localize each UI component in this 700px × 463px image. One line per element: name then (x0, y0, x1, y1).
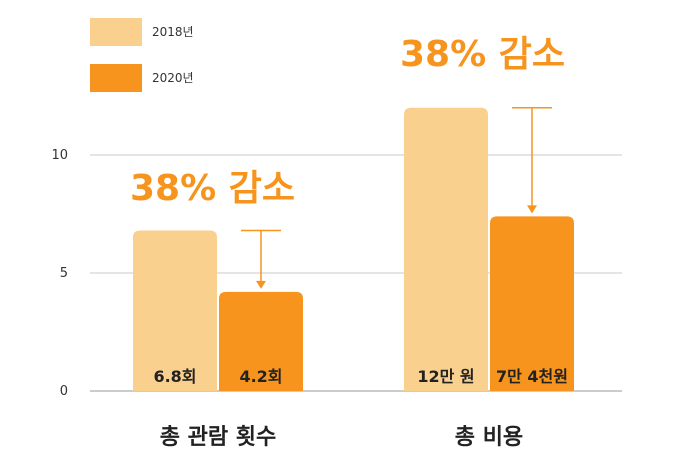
legend-swatch-2020년 (90, 64, 142, 92)
bar-2020년-총 비용 (490, 216, 574, 391)
category-label-총 관람 횟수: 총 관람 횟수 (160, 425, 277, 450)
category-label-총 비용: 총 비용 (455, 425, 523, 450)
decrease-annotation-총 비용: 38% 감소 (400, 34, 565, 75)
decrease-annotation-총 관람 횟수: 38% 감소 (130, 168, 295, 209)
y-tick-label-5: 5 (60, 266, 68, 281)
bar-2018년-총 관람 횟수 (133, 230, 217, 391)
y-tick-label-10: 10 (51, 148, 68, 163)
bar-value-label-2018년-총 비용: 12만 원 (417, 367, 474, 386)
bar-2020년-총 관람 횟수 (219, 291, 303, 391)
y-tick-label-0: 0 (60, 384, 68, 399)
bar-value-label-2020년-총 관람 횟수: 4.2회 (239, 367, 282, 386)
arrow-head-총 관람 횟수 (256, 280, 266, 289)
arrow-head-총 비용 (527, 205, 537, 214)
bar-value-label-2018년-총 관람 횟수: 6.8회 (153, 367, 196, 386)
legend-label-2018년: 2018년 (152, 25, 194, 39)
bar-value-label-2020년-총 비용: 7만 4천원 (496, 367, 568, 386)
legend-label-2020년: 2020년 (152, 71, 194, 85)
legend-swatch-2018년 (90, 18, 142, 46)
bar-2018년-총 비용 (404, 107, 488, 392)
